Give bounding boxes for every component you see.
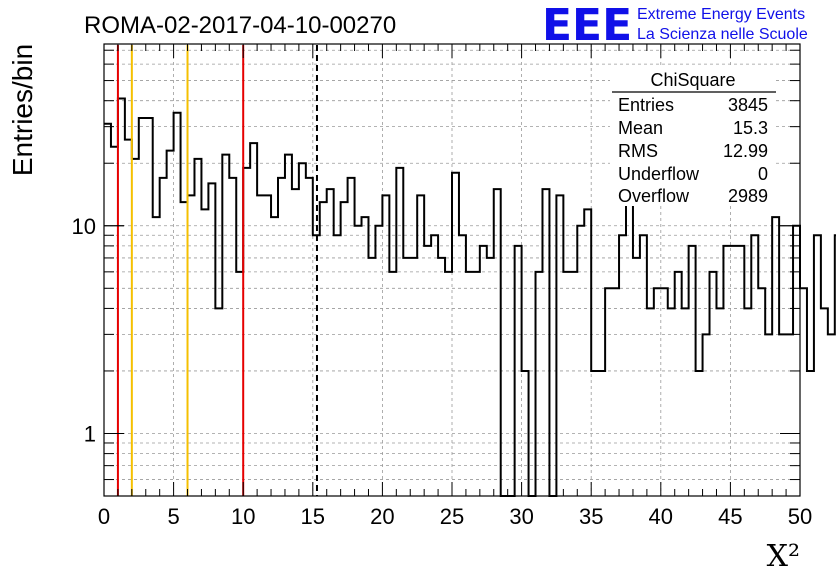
x-tick-labels: 0 5 10 15 20 25 30 35 40 45 50 bbox=[98, 504, 812, 529]
stats-value: 0 bbox=[758, 164, 768, 184]
histogram bbox=[104, 97, 836, 497]
histogram-series bbox=[104, 97, 836, 497]
stats-value: 3845 bbox=[728, 95, 768, 115]
axis-ticks bbox=[103, 44, 801, 496]
stats-label: RMS bbox=[618, 141, 658, 161]
x-tick-label: 0 bbox=[98, 504, 110, 529]
logo-line-1: Extreme Energy Events bbox=[637, 6, 805, 23]
stats-label: Underflow bbox=[618, 164, 700, 184]
y-tick-label: 1 bbox=[84, 421, 96, 446]
logo-line-2: La Scienza nelle Scuole bbox=[637, 26, 808, 43]
stats-label: Mean bbox=[618, 118, 663, 138]
x-tick-label: 45 bbox=[718, 504, 742, 529]
x-tick-label: 35 bbox=[579, 504, 603, 529]
reference-lines bbox=[116, 45, 318, 496]
stats-value: 2989 bbox=[728, 186, 768, 206]
x-tick-label: 15 bbox=[301, 504, 325, 529]
y-tick-label: 10 bbox=[72, 214, 96, 239]
stats-value: 12.99 bbox=[723, 141, 768, 161]
x-tick-label: 40 bbox=[649, 504, 673, 529]
x-tick-label: 50 bbox=[788, 504, 812, 529]
stats-box: ChiSquare Entries 3845 Mean 15.3 RMS 12.… bbox=[610, 66, 776, 206]
logo-letters: EEE bbox=[542, 0, 632, 51]
x-axis-label: X² bbox=[767, 539, 800, 572]
stats-label: Entries bbox=[618, 95, 674, 115]
x-tick-label: 25 bbox=[440, 504, 464, 529]
y-axis-label: Entries/bin bbox=[7, 44, 38, 176]
eee-logo: EEE Extreme Energy Events La Scienza nel… bbox=[542, 0, 808, 51]
x-tick-label: 20 bbox=[370, 504, 394, 529]
x-tick-label: 30 bbox=[509, 504, 533, 529]
x-tick-label: 10 bbox=[231, 504, 255, 529]
x-tick-label: 5 bbox=[167, 504, 179, 529]
stats-title: ChiSquare bbox=[650, 70, 735, 90]
chart-title: ROMA-02-2017-04-10-00270 bbox=[84, 12, 396, 39]
stats-value: 15.3 bbox=[733, 118, 768, 138]
stats-label: Overflow bbox=[618, 186, 690, 206]
y-tick-labels: 1 10 bbox=[72, 214, 96, 447]
